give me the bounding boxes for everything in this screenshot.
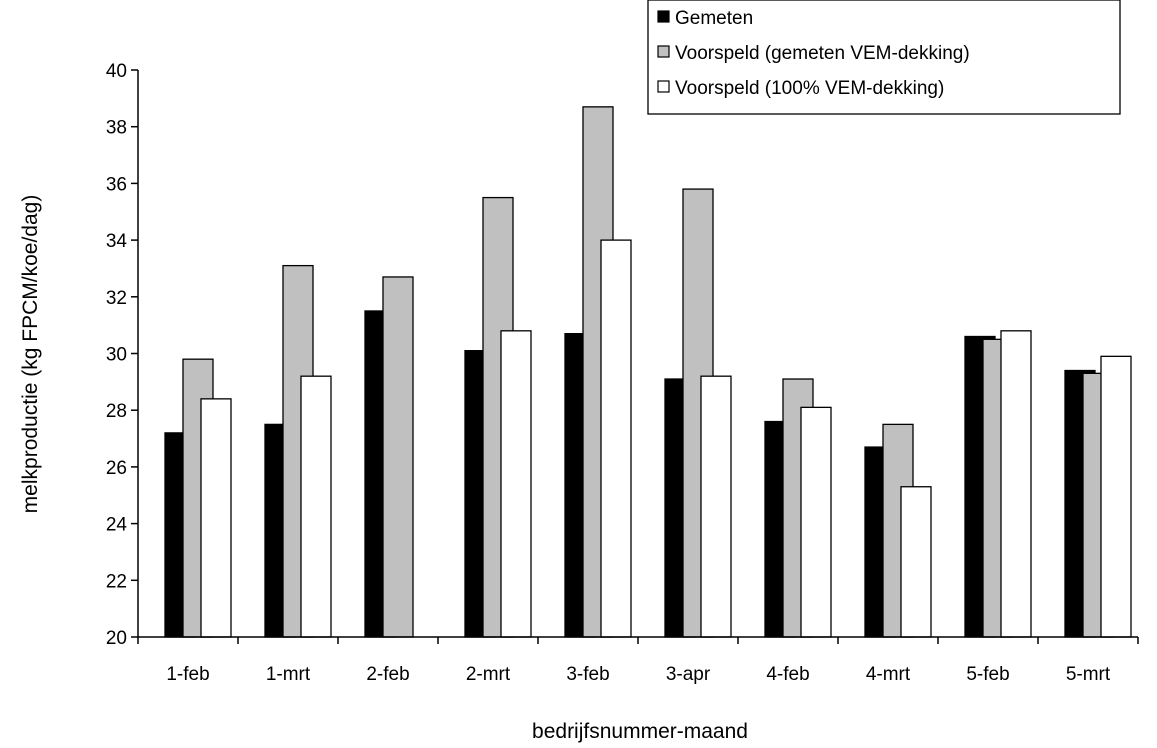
legend-label-3: Voorspeld (100% VEM-dekking) [675, 78, 944, 99]
legend-swatch-3 [657, 80, 670, 93]
legend-swatch-1 [657, 10, 670, 23]
legend-label-1: Gemeten [675, 8, 753, 29]
x-tick-label: 2-mrt [466, 664, 511, 685]
y-tick-label: 34 [106, 231, 128, 252]
bar-3-4-mrt [900, 486, 932, 638]
legend-box [647, 0, 1121, 115]
x-tick-label: 3-feb [566, 664, 609, 685]
x-tick-label: 4-feb [766, 664, 809, 685]
bar-3-3-feb [600, 239, 632, 638]
x-tick-label: 2-feb [366, 664, 409, 685]
y-tick-label: 20 [106, 628, 127, 649]
y-tick-label: 38 [106, 118, 127, 139]
bar-3-4-feb [800, 406, 832, 638]
bar-3-1-mrt [300, 375, 332, 638]
bar-3-5-feb [1000, 330, 1032, 638]
y-axis-title: melkproductie (kg FPCM/koe/dag) [19, 195, 42, 514]
x-tick-label: 4-mrt [866, 664, 911, 685]
bar-2-2-feb [382, 276, 414, 638]
bar-3-3-apr [700, 375, 732, 638]
x-tick-label: 1-mrt [266, 664, 311, 685]
legend-swatch-2 [657, 45, 670, 58]
y-tick-label: 32 [106, 288, 127, 309]
bar-3-5-mrt [1100, 355, 1132, 638]
y-tick-label: 30 [106, 345, 127, 366]
x-tick-label: 1-feb [166, 664, 209, 685]
x-tick-label: 5-feb [966, 664, 1009, 685]
x-axis-title: bedrijfsnummer-maand [532, 720, 748, 743]
axes-layer: 20 22 24 26 28 30 32 34 36 38 40 1-feb 1-mrt 2-feb 2-m… [106, 61, 1139, 685]
x-tick-label: 3-apr [666, 664, 711, 685]
y-tick-label: 24 [106, 515, 128, 536]
y-tick-label: 40 [106, 61, 127, 82]
legend-label-2: Voorspeld (gemeten VEM-dekking) [675, 43, 970, 64]
bar-3-1-feb [200, 398, 232, 638]
bars-layer [164, 106, 1132, 638]
y-tick-label: 36 [106, 174, 127, 195]
y-tick-label: 26 [106, 458, 127, 479]
y-tick-label: 28 [106, 401, 127, 422]
x-tick-label: 5-mrt [1066, 664, 1111, 685]
legend: Gemeten Voorspeld (gemeten VEM-dekking) Vo… [647, 0, 1121, 115]
bar-3-2-mrt [500, 330, 532, 638]
y-tick-label: 22 [106, 571, 127, 592]
